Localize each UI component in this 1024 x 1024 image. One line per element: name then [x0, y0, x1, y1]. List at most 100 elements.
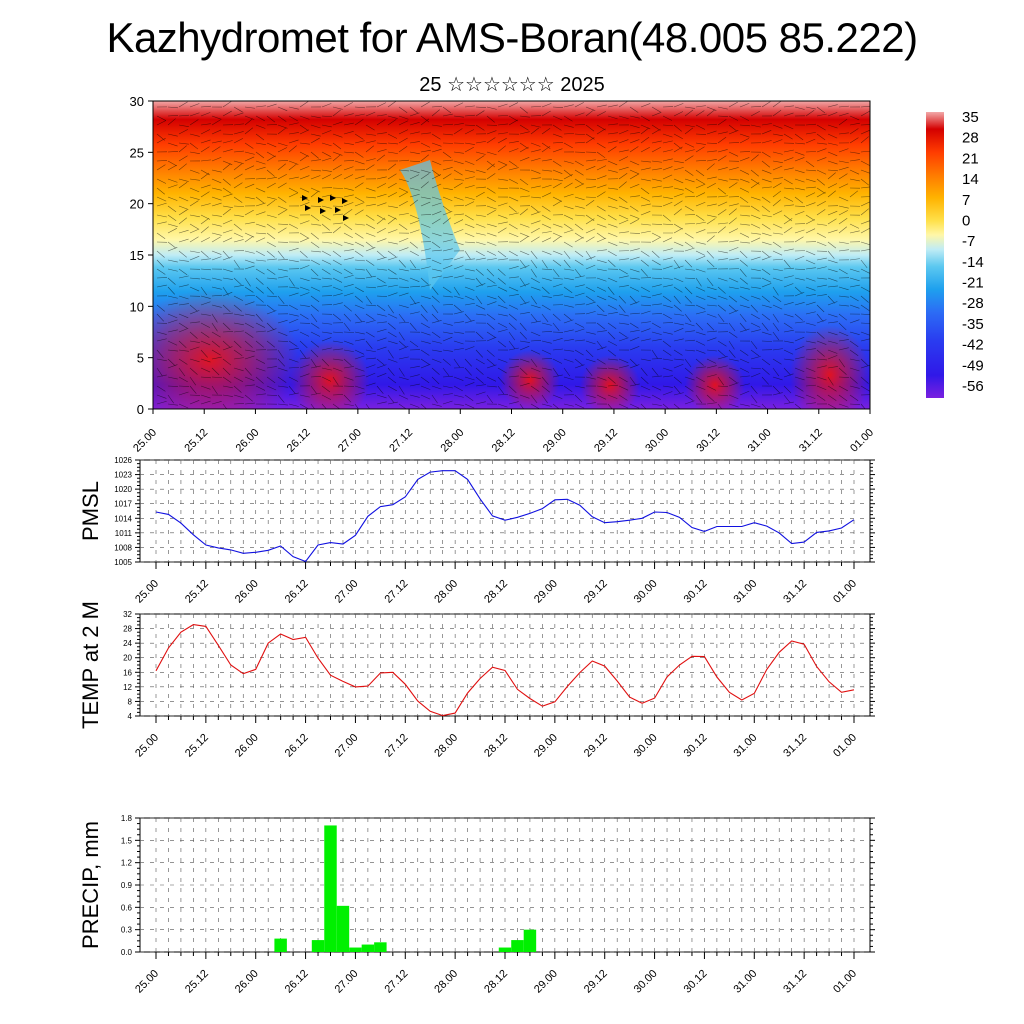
wind-barb	[365, 313, 375, 320]
wind-barb	[739, 138, 750, 144]
wind-barb	[695, 394, 703, 404]
wind-barb	[211, 313, 218, 323]
wind-barb	[827, 340, 838, 344]
wind-barb	[750, 403, 761, 408]
wind-barb	[574, 268, 582, 278]
wind-barb	[266, 124, 277, 126]
x-tick-label: 29.12	[582, 578, 610, 606]
wind-barb	[805, 358, 816, 361]
wind-barb	[486, 241, 497, 246]
wind-barb	[244, 402, 255, 405]
wind-barb	[574, 259, 584, 266]
wind-barb	[651, 293, 662, 297]
wind-barb	[343, 274, 354, 279]
wind-barb	[233, 385, 242, 393]
wind-barb	[860, 403, 866, 409]
wind-barb	[706, 142, 718, 144]
wind-barb	[673, 160, 684, 164]
wind-barb	[706, 394, 715, 402]
wind-barb	[409, 160, 420, 162]
wind-barb	[365, 275, 376, 279]
x-tick-label: 25.12	[183, 968, 211, 996]
wind-barb	[288, 318, 299, 324]
wind-barb	[277, 106, 288, 112]
wind-barb	[365, 247, 376, 252]
wind-barb	[607, 286, 615, 295]
wind-barb	[739, 178, 750, 183]
wind-barb	[706, 313, 717, 318]
wind-barb	[794, 151, 805, 156]
y-tick-label: 24	[123, 639, 132, 648]
wind-barb	[596, 159, 607, 162]
wind-barb	[475, 268, 484, 276]
wind-barb	[365, 232, 376, 237]
wind-barb	[717, 149, 728, 153]
wind-barb	[464, 394, 474, 401]
wind-barb	[772, 182, 782, 189]
wind-barb	[288, 176, 299, 180]
wind-barb	[508, 385, 517, 394]
wind-barb	[739, 259, 748, 267]
wind-barb	[310, 322, 320, 329]
wind-barb	[794, 336, 805, 342]
wind-barb	[860, 313, 870, 315]
wind-barb	[310, 313, 318, 323]
wind-barb	[695, 250, 706, 256]
wind-barb	[431, 295, 440, 303]
wind-barb	[563, 142, 573, 149]
wind-barb	[420, 322, 430, 329]
wind-barb	[255, 259, 266, 262]
colorbar-tick-label: -7	[962, 233, 975, 250]
wind-barb	[574, 275, 585, 279]
wind-barb	[673, 328, 684, 333]
wind-barb	[618, 268, 628, 275]
wind-barb	[442, 173, 452, 180]
wind-barb	[508, 250, 518, 257]
wind-barb	[662, 265, 673, 270]
wind-barb	[750, 385, 758, 394]
wind-barb	[486, 115, 495, 123]
wind-barb	[431, 174, 442, 180]
wind-barb	[277, 295, 285, 305]
wind-barb	[651, 178, 662, 182]
wind-barb	[585, 166, 596, 171]
wind-barb	[475, 241, 486, 246]
wind-barb	[618, 304, 626, 313]
wind-barb	[420, 142, 431, 148]
wind-barb	[178, 209, 188, 216]
wind-barb	[574, 133, 585, 136]
wind-barb	[200, 376, 211, 379]
wind-barb	[420, 181, 429, 189]
wind-barb	[387, 229, 398, 234]
wind-barb	[541, 385, 551, 393]
wind-barb	[453, 213, 464, 216]
wind-barb	[189, 400, 200, 405]
wind-barb	[420, 266, 431, 270]
wind-barb	[607, 187, 618, 190]
wind-barb	[794, 356, 805, 360]
wind-barb	[310, 268, 319, 277]
colorbar-tick-label: -42	[962, 337, 984, 354]
wind-barb	[574, 349, 584, 356]
wind-barb	[629, 277, 640, 280]
wind-barb	[783, 313, 794, 318]
wind-barb	[596, 277, 607, 282]
wind-barb	[431, 313, 440, 322]
wind-barb	[596, 358, 606, 365]
wind-barb	[563, 182, 573, 189]
wind-barb	[299, 124, 309, 131]
wind-barb	[453, 286, 460, 296]
wind-barb	[167, 247, 178, 252]
wind-barb	[563, 268, 574, 271]
wind-barb	[299, 403, 309, 409]
wind-barb	[442, 123, 453, 126]
wind-barb	[189, 250, 200, 254]
wind-barb	[739, 383, 750, 387]
wind-barb	[398, 187, 409, 193]
wind-barb	[387, 313, 398, 319]
wind-barb	[332, 293, 343, 297]
wind-barb	[167, 228, 177, 234]
wind-barb	[343, 376, 354, 381]
wind-barb	[464, 313, 472, 322]
wind-barb	[420, 132, 431, 135]
